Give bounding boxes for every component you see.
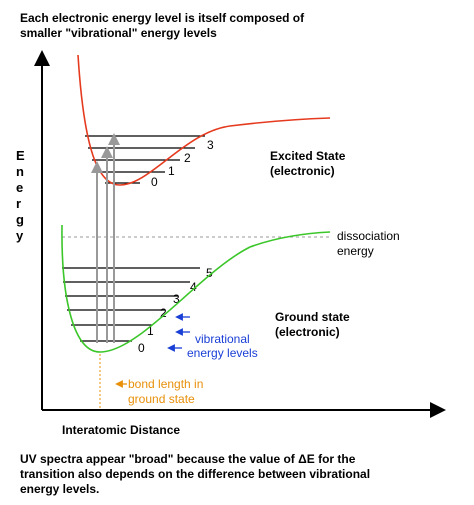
level-number: 4 (190, 280, 197, 294)
ground-label: (electronic) (275, 325, 340, 339)
excited-label: Excited State (270, 149, 346, 163)
y-axis-label: g (16, 212, 24, 227)
caption: UV spectra appear "broad" because the va… (20, 452, 356, 466)
vibrational-note: vibrational (195, 332, 250, 346)
level-number: 3 (173, 292, 180, 306)
y-axis-label: E (16, 148, 25, 163)
level-number: 2 (160, 306, 167, 320)
excited-label: (electronic) (270, 164, 335, 178)
level-number: 1 (168, 164, 175, 178)
ground-curve (61, 224, 331, 353)
y-axis-label: r (16, 196, 21, 211)
transition-arrows (91, 133, 120, 343)
vibrational-note: energy levels (187, 346, 258, 360)
dissociation-label: dissociation (337, 229, 400, 243)
caption: energy levels. (20, 482, 99, 496)
ground-levels (62, 267, 200, 342)
vibrational-arrows (167, 313, 190, 352)
title: smaller "vibrational" energy levels (20, 26, 217, 40)
ground-label: Ground state (275, 310, 350, 324)
level-number: 5 (206, 266, 213, 280)
y-axis-label: e (16, 180, 23, 195)
excited-curve (77, 54, 331, 186)
bond-length-note: ground state (128, 392, 195, 406)
level-number: 0 (151, 175, 158, 189)
title: Each electronic energy level is itself c… (20, 11, 305, 25)
dissociation-label: energy (337, 244, 374, 258)
bond-length-note: bond length in (128, 377, 203, 391)
level-number: 2 (184, 151, 191, 165)
y-axis-label: y (16, 228, 24, 243)
x-axis-label: Interatomic Distance (62, 423, 180, 437)
level-number: 1 (147, 324, 154, 338)
caption: transition also depends on the differenc… (20, 467, 370, 481)
level-number: 3 (207, 138, 214, 152)
level-number: 0 (138, 341, 145, 355)
y-axis-label: n (16, 164, 24, 179)
